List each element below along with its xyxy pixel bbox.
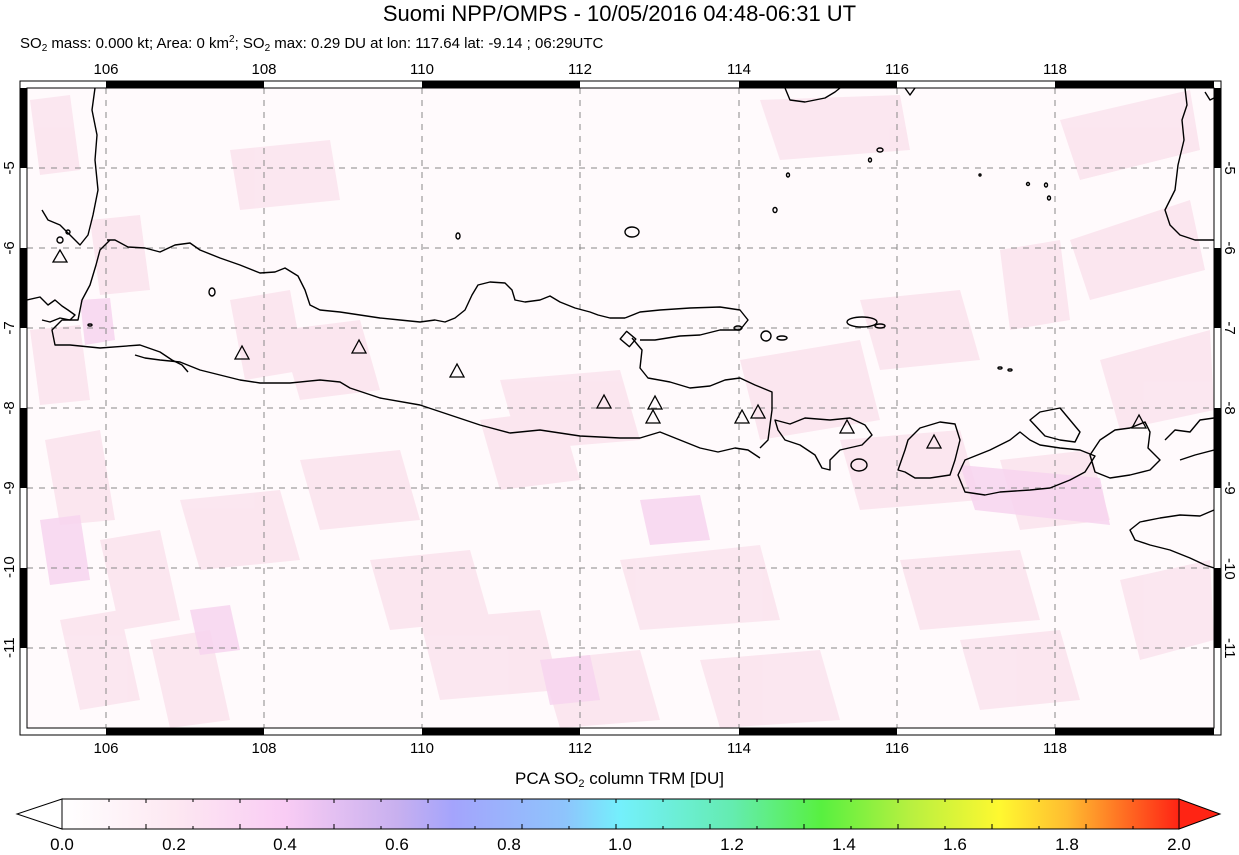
volcano-markers [51, 248, 1148, 449]
lat-tick-right: -5 [1221, 161, 1238, 175]
lon-tick-top: 110 [410, 61, 434, 78]
lon-tick-top: 108 [251, 61, 277, 78]
volcano-triangle-icon [733, 408, 751, 424]
lat-tick-right: -10 [1221, 558, 1238, 580]
volcano-triangle-icon [925, 433, 943, 449]
colorbar-label: 0.6 [385, 835, 409, 854]
colorbar-label: 1.2 [720, 835, 744, 854]
lat-tick-left: -10 [1, 556, 18, 578]
volcano-triangle-icon [749, 403, 767, 419]
volcano-triangle-icon [233, 344, 251, 360]
lat-tick-left: -8 [1, 401, 18, 415]
volcano-triangle-icon [595, 393, 613, 409]
colorbar-label: 1.8 [1055, 835, 1079, 854]
lon-tick-top: 116 [885, 61, 909, 78]
lat-tick-right: -9 [1221, 481, 1238, 495]
colorbar-label: 1.6 [943, 835, 967, 854]
graticule [27, 88, 1214, 728]
lat-tick-right: -11 [1221, 638, 1238, 659]
lon-tick-bottom: 116 [885, 740, 909, 757]
chart-title: Suomi NPP/OMPS - 10/05/2016 04:48-06:31 … [382, 1, 857, 26]
colorbar-title: PCA SO2 column TRM [DU] [515, 769, 724, 790]
lon-tick-bottom: 118 [1043, 740, 1067, 757]
lon-tick-top: 114 [727, 61, 751, 78]
lon-tick-bottom: 110 [410, 740, 434, 757]
lat-tick-right: -7 [1221, 321, 1238, 335]
lon-tick-bottom: 114 [727, 740, 751, 757]
lon-tick-top: 106 [93, 61, 119, 78]
lat-tick-left: -6 [1, 241, 18, 255]
colorbar [15, 798, 1222, 830]
volcano-triangle-icon [644, 408, 662, 424]
lat-tick-left: -7 [1, 321, 18, 335]
lat-tick-left: -5 [1, 161, 18, 175]
colorbar-label: 0.2 [162, 835, 186, 854]
lat-tick-right: -6 [1221, 241, 1238, 255]
lat-tick-right: -8 [1221, 401, 1238, 415]
volcano-triangle-icon [1130, 413, 1148, 429]
lon-tick-top: 112 [568, 61, 592, 78]
lat-tick-left: -9 [1, 481, 18, 495]
map-frame [19, 80, 1222, 736]
colorbar-label: 1.0 [608, 835, 632, 854]
colorbar-label: 0.8 [497, 835, 521, 854]
colorbar-label: 2.0 [1167, 835, 1191, 854]
coastlines [27, 88, 1214, 569]
volcano-triangle-icon [448, 362, 466, 378]
colorbar-label: 0.0 [50, 835, 74, 854]
lon-tick-bottom: 112 [568, 740, 592, 757]
colorbar-label: 0.4 [273, 835, 297, 854]
lon-tick-bottom: 106 [93, 740, 119, 757]
volcano-triangle-icon [350, 338, 368, 354]
volcano-triangle-icon [646, 394, 664, 410]
colorbar-label: 1.4 [832, 835, 856, 854]
lat-tick-left: -11 [1, 637, 18, 658]
lon-tick-top: 118 [1043, 61, 1067, 78]
volcano-triangle-icon [838, 418, 856, 434]
lon-tick-bottom: 108 [251, 740, 277, 757]
chart-subtitle: SO2 mass: 0.000 kt; Area: 0 km2; SO2 max… [20, 34, 604, 54]
volcano-triangle-icon [51, 248, 69, 263]
